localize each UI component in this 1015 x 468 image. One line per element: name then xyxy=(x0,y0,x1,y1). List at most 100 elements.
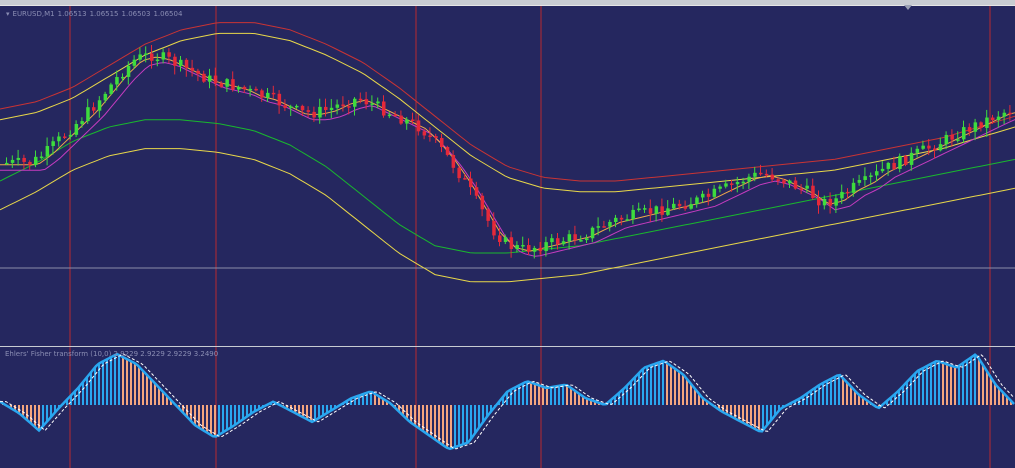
candle-body-75 xyxy=(440,138,444,148)
candle-body-37 xyxy=(219,83,224,87)
candle-body-88 xyxy=(515,245,519,249)
candle-body-143 xyxy=(834,198,838,206)
candle-body-53 xyxy=(312,111,316,118)
candle-body-78 xyxy=(457,167,461,179)
candle-body-93 xyxy=(544,242,548,252)
candle-body-82 xyxy=(480,195,485,210)
candle-body-6 xyxy=(39,156,44,159)
candle-body-16 xyxy=(97,100,102,111)
candle-body-105 xyxy=(614,217,618,222)
candle-body-46 xyxy=(271,92,276,95)
candle-body-94 xyxy=(550,238,554,243)
candle-body-57 xyxy=(335,104,340,108)
candle-body-3 xyxy=(22,157,26,162)
candle-body-64 xyxy=(376,101,380,104)
candle-body-70 xyxy=(411,119,415,122)
candle-body-166 xyxy=(967,127,972,132)
candle-body-167 xyxy=(973,122,978,132)
candle-body-98 xyxy=(573,234,577,241)
candle-body-30 xyxy=(179,59,183,66)
candle-body-118 xyxy=(689,204,693,209)
indicator-panel[interactable]: Ehlers' Fisher transform (10,0) 2.9229 2… xyxy=(0,347,1015,468)
lower-band-outer xyxy=(0,148,1015,283)
candle-body-172 xyxy=(1002,112,1007,117)
candle-body-135 xyxy=(788,180,792,184)
candle-body-60 xyxy=(353,98,357,107)
candle-body-11 xyxy=(68,134,73,137)
candle-body-144 xyxy=(840,191,844,199)
candle-body-138 xyxy=(805,185,809,189)
indicator-canvas xyxy=(0,347,1015,468)
candle-body-104 xyxy=(608,221,612,227)
candle-body-58 xyxy=(341,104,345,107)
candle-body-92 xyxy=(538,247,543,252)
candle-body-84 xyxy=(492,220,496,236)
shift-marker-icon[interactable] xyxy=(904,5,912,10)
candle-body-171 xyxy=(996,116,1001,121)
candle-body-4 xyxy=(28,161,32,165)
candle-body-139 xyxy=(811,185,815,198)
candle-body-20 xyxy=(121,76,125,79)
candle-body-76 xyxy=(445,147,450,155)
candle-body-173 xyxy=(1008,112,1012,115)
candle-body-34 xyxy=(202,73,206,82)
candle-body-121 xyxy=(706,193,711,197)
candle-body-19 xyxy=(115,77,119,85)
candle-body-134 xyxy=(782,180,786,184)
candle-body-154 xyxy=(898,155,902,169)
lower-band-inner xyxy=(0,119,1015,254)
fisher-line xyxy=(0,352,1015,451)
candle-body-130 xyxy=(759,172,763,175)
candle-body-146 xyxy=(851,182,856,193)
candle-body-18 xyxy=(109,84,113,94)
candle-body-45 xyxy=(266,92,270,98)
candle-body-40 xyxy=(237,86,241,90)
candle-body-79 xyxy=(463,178,467,180)
candle-body-86 xyxy=(503,237,508,242)
candle-body-148 xyxy=(863,176,867,181)
close-price: 1.06504 xyxy=(153,10,183,18)
candle-body-129 xyxy=(753,172,757,177)
candle-body-161 xyxy=(938,144,943,151)
price-chart-panel[interactable]: ▾ EURUSD,M1 1.06513 1.06515 1.06503 1.06504 xyxy=(0,5,1015,346)
candle-body-160 xyxy=(933,148,937,151)
candle-body-111 xyxy=(648,208,653,214)
candle-body-14 xyxy=(86,107,90,122)
candle-body-164 xyxy=(956,139,960,141)
candle-body-65 xyxy=(382,101,386,116)
candle-body-158 xyxy=(921,145,925,149)
candle-body-107 xyxy=(625,219,630,221)
candle-body-27 xyxy=(161,52,166,60)
candle-body-149 xyxy=(869,175,873,177)
candle-body-87 xyxy=(509,237,514,249)
candle-body-169 xyxy=(985,117,989,128)
candle-body-52 xyxy=(306,110,311,112)
candle-body-108 xyxy=(631,209,635,220)
candle-body-49 xyxy=(289,106,293,108)
candle-body-110 xyxy=(643,208,647,210)
candle-body-151 xyxy=(880,168,885,172)
candle-body-12 xyxy=(74,123,79,135)
candle-body-47 xyxy=(277,93,282,106)
candle-body-97 xyxy=(567,234,572,242)
candle-body-42 xyxy=(248,88,253,91)
collapse-arrow-icon[interactable]: ▾ xyxy=(6,10,10,18)
candle-body-29 xyxy=(173,56,177,66)
candle-body-152 xyxy=(886,162,891,169)
candle-body-83 xyxy=(486,209,490,221)
candle-body-101 xyxy=(590,227,595,239)
low-price: 1.06503 xyxy=(121,10,151,18)
candle-body-25 xyxy=(150,53,154,61)
candle-body-36 xyxy=(213,75,218,84)
candle-body-141 xyxy=(822,198,827,206)
candle-body-13 xyxy=(80,121,84,124)
candle-body-38 xyxy=(225,79,229,87)
candle-body-9 xyxy=(57,136,61,142)
upper-band-inner xyxy=(0,22,1015,182)
candle-body-54 xyxy=(318,106,322,118)
open-price: 1.06513 xyxy=(57,10,87,18)
candle-body-39 xyxy=(231,79,235,90)
candle-body-156 xyxy=(909,152,914,165)
candle-body-68 xyxy=(399,115,403,124)
candle-body-109 xyxy=(637,208,641,211)
